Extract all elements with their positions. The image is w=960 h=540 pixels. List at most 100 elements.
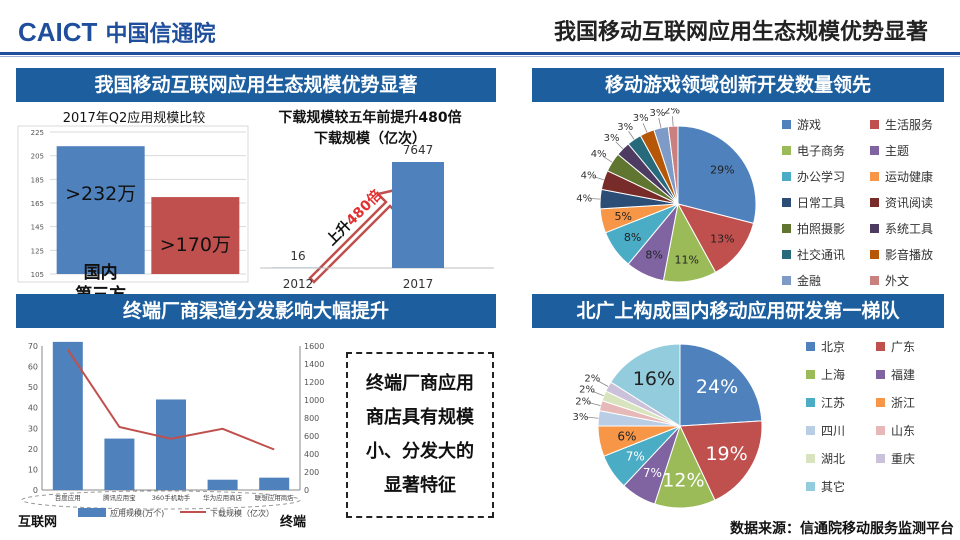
bar (52, 341, 83, 490)
slice-label: 12% (662, 470, 704, 492)
leader-line (594, 176, 604, 181)
y-left-tick-label: 40 (28, 404, 38, 413)
slice-label: 19% (705, 443, 747, 465)
legend-item: 资讯阅读 (870, 194, 933, 211)
legend-item: 日常工具 (782, 194, 845, 211)
legend-swatch (782, 172, 791, 181)
legend-swatch (876, 370, 885, 379)
legend-label: 下载规模（亿次） (210, 508, 274, 518)
y-left-tick-label: 50 (28, 383, 38, 392)
legend-swatch (870, 198, 879, 207)
legend-label: 日常工具 (797, 196, 846, 210)
pie-slice (679, 343, 763, 427)
legend-item: 电子商务 (782, 142, 845, 159)
leader-line (590, 198, 601, 200)
legend-item: 上海 (806, 366, 845, 383)
y-right-tick-label: 1400 (304, 360, 324, 369)
slice-label: 2% (579, 385, 595, 396)
y-left-tick-label: 30 (28, 424, 38, 433)
legend-item: 生活服务 (870, 116, 933, 133)
pie-slice (610, 343, 681, 427)
legend-label: 游戏 (797, 118, 822, 132)
legend-swatch (806, 482, 815, 491)
legend-item: 北京 (806, 338, 845, 355)
header-divider-thin (0, 56, 960, 57)
bar-value-label: >232万 (65, 183, 136, 205)
leader-line (658, 118, 662, 128)
game-category-pie-chart: 29%13%11%8%8%5%4%4%4%3%3%3% 3%2% (576, 108, 757, 283)
legend-label: 山东 (891, 424, 916, 438)
legend-swatch (782, 250, 791, 259)
legend-label: 北京 (821, 340, 846, 354)
header-divider (0, 52, 960, 55)
legend-item: 浙江 (876, 394, 915, 411)
slice-label: 2% (584, 373, 600, 384)
legend-label: 拍照摄影 (797, 222, 846, 236)
x-tick-label: 百度应用 (55, 493, 81, 502)
legend-label: 外文 (885, 274, 910, 288)
y-right-tick-label: 800 (304, 414, 319, 423)
banner-top-right: 移动游戏领域创新开发数量领先 (532, 68, 944, 102)
slice-label: 3% (617, 122, 633, 133)
legend-item: 拍照摄影 (782, 220, 845, 237)
slice-label: 3% (633, 113, 649, 124)
slice-label: 4% (591, 149, 607, 160)
y-tick-label: 225 (31, 129, 44, 137)
page-title: 我国移动互联网应用生态规模优势显著 (553, 20, 928, 45)
y-right-tick-label: 400 (304, 450, 319, 459)
y-right-tick-label: 1200 (304, 378, 324, 387)
legend-item: 金融 (782, 272, 821, 289)
y-right-tick-label: 1600 (304, 342, 324, 351)
slice-label: 16% (633, 368, 675, 390)
logo-text: 中国信通院 (105, 22, 216, 47)
leader-line (642, 123, 648, 133)
leader-line (586, 416, 599, 419)
chart1-title: 2017年Q2应用规模比较 (63, 110, 206, 126)
app-scale-comparison-chart: 2017年Q2应用规模比较 105 125 145 165 185 205 225 >232万… (17, 110, 249, 294)
slice-label: 2% (575, 397, 591, 408)
bar (259, 477, 290, 490)
slice-label: 24% (696, 376, 738, 398)
x-tick-label: 2017 (403, 277, 434, 291)
slice-label: 5% (614, 210, 631, 223)
slice-label: 3% (604, 133, 620, 144)
legend-swatch (870, 224, 879, 233)
y-left-tick-label: 0 (33, 486, 38, 495)
banner-bottom-right: 北广上构成国内移动应用研发第一梯队 (532, 294, 944, 328)
x-tick-label: 2012 (283, 277, 314, 291)
callout-box: 终端厂商应用 商店具有规模 小、分发大的 显著特征 (346, 352, 494, 518)
leader-line (672, 116, 674, 127)
slice-label: 13% (710, 232, 734, 245)
leader-line (615, 141, 624, 150)
y-left-tick-label: 70 (28, 342, 38, 351)
legend-swatch (806, 398, 815, 407)
legend-swatch (876, 426, 885, 435)
legend-swatch (870, 172, 879, 181)
legend-item: 重庆 (876, 450, 915, 467)
slice-label: 2% (664, 108, 680, 117)
plot-frame (17, 125, 249, 283)
legend-label: 金融 (797, 274, 822, 288)
legend-swatch (78, 508, 106, 517)
y-tick-label: 165 (31, 200, 44, 208)
legend-label: 其它 (821, 480, 846, 494)
legend-item: 江苏 (806, 394, 845, 411)
callout-line: 终端厂商应用 (366, 373, 474, 394)
y-right-tick-label: 600 (304, 432, 319, 441)
banner-bottom-left: 终端厂商渠道分发影响大幅提升 (16, 294, 496, 328)
legend-item: 福建 (876, 366, 915, 383)
y-left-tick-label: 60 (28, 363, 38, 372)
bar (104, 438, 135, 490)
legend-label: 影音播放 (885, 248, 934, 262)
legend-label: 重庆 (891, 452, 916, 466)
legend-swatch (876, 398, 885, 407)
bar (207, 479, 238, 490)
slice-label: 29% (710, 163, 734, 176)
region-pie-chart: 24%19%12%7%7%6%3%2%2%2% 16% (573, 343, 763, 509)
pie-slice (654, 424, 716, 509)
y-tick-label: 205 (31, 153, 44, 161)
legend-label: 办公学习 (797, 170, 846, 184)
banner-top-left: 我国移动互联网应用生态规模优势显著 (16, 68, 496, 102)
leader-line (603, 156, 613, 163)
caict-logo: CAICT 中国信通院 (18, 14, 215, 50)
